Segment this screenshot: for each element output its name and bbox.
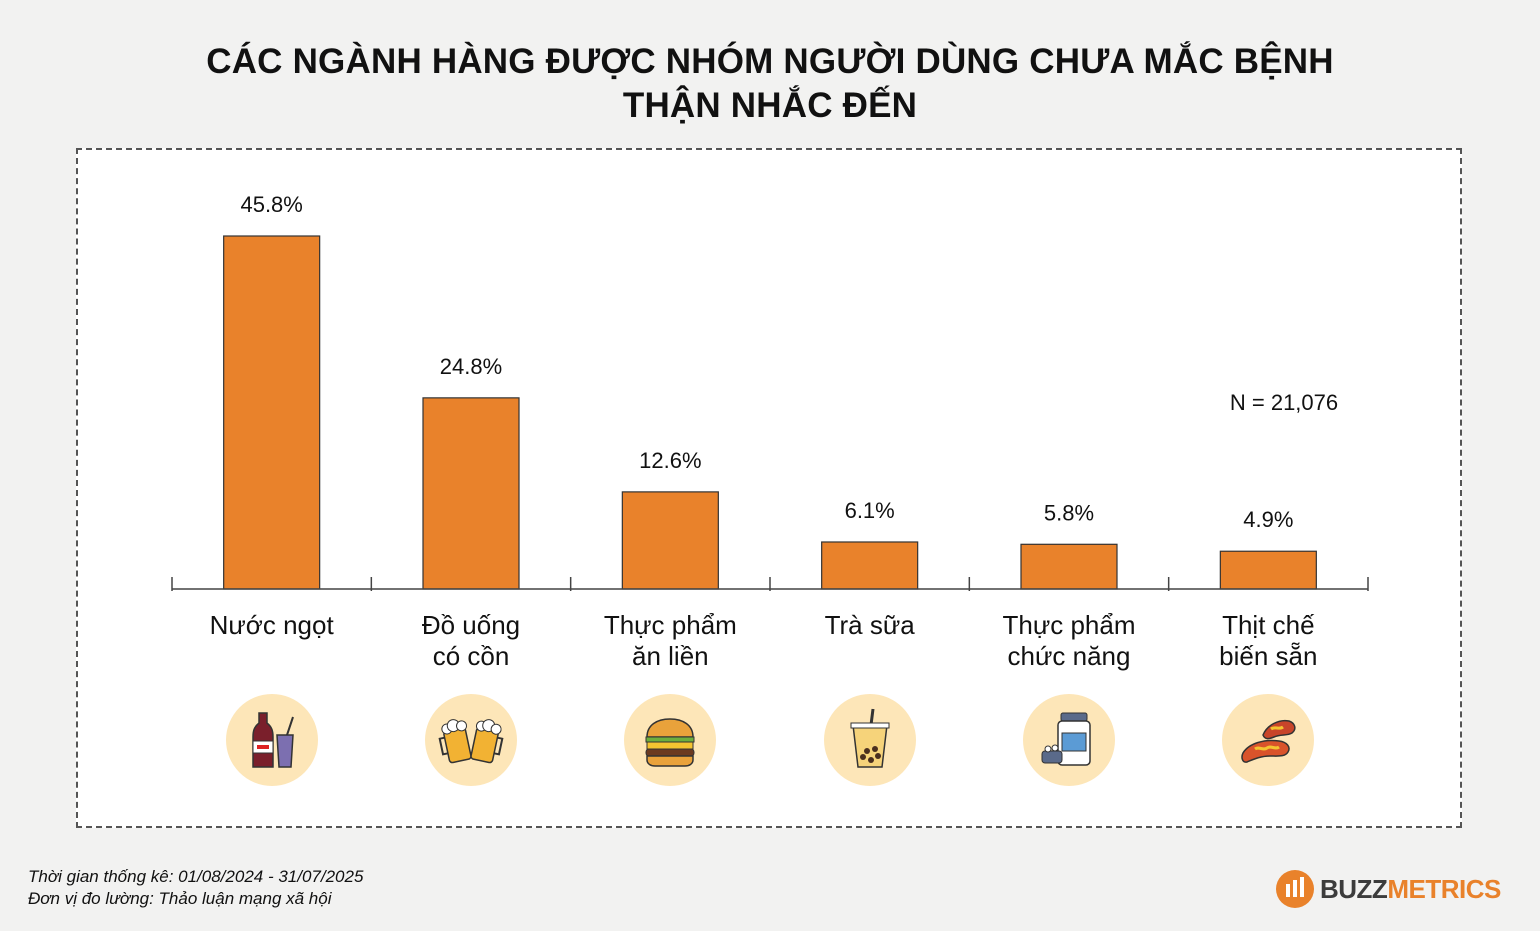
data-label-2: 12.6% — [639, 448, 701, 473]
footer-unit: Đơn vị đo lường: Thảo luận mạng xã hội — [28, 889, 332, 908]
bar-2 — [621, 491, 719, 590]
bubble-tea-icon — [823, 694, 916, 786]
beer-mugs-icon — [425, 694, 517, 786]
x-tick-label-0: Nước ngọt — [209, 610, 334, 640]
bar-5 — [1219, 550, 1317, 590]
data-label-1: 24.8% — [440, 354, 502, 379]
soda-bottle-icon — [225, 694, 318, 786]
brand-mark-icon — [1276, 870, 1314, 908]
x-tick-label-3: Trà sữa — [824, 610, 915, 640]
footer-period: Thời gian thống kê: 01/08/2024 - 31/07/2… — [28, 867, 364, 886]
x-tick-label-1: Đồ uống có cồn — [421, 610, 521, 671]
data-label-5: 4.9% — [1243, 507, 1293, 532]
sausage-icon — [1222, 694, 1315, 786]
sample-size-note: N = 21,076 — [1229, 390, 1339, 415]
data-label-0: 45.8% — [240, 192, 302, 217]
data-label-4: 5.8% — [1044, 500, 1094, 525]
brand-name-part1: BUZZ — [1320, 873, 1388, 904]
x-tick-label-2: Thực phẩm ăn liền — [603, 610, 737, 671]
bar-0 — [223, 235, 321, 590]
data-label-3: 6.1% — [845, 498, 895, 523]
x-tick-label-4: Thực phẩm chức năng — [1002, 610, 1136, 671]
x-tick-label-5: Thịt chế biến sẵn — [1219, 610, 1318, 671]
bar-1 — [422, 397, 520, 590]
title-line-2: THẬN NHẮC ĐẾN — [622, 86, 918, 125]
bar-4 — [1020, 543, 1118, 590]
bar-3 — [821, 541, 919, 590]
footer-notes: Thời gian thống kê: 01/08/2024 - 31/07/2… — [28, 866, 363, 910]
chart-title: CÁC NGÀNH HÀNG ĐƯỢC NHÓM NGƯỜI DÙNG CHƯA… — [0, 40, 1540, 128]
brand-name: BUZZMETRICS — [1320, 874, 1501, 905]
brand-name-part2: METRICS — [1387, 873, 1501, 904]
supplement-jar-icon — [1023, 694, 1115, 786]
brand-logo: BUZZMETRICS — [1276, 868, 1501, 910]
title-line-1: CÁC NGÀNH HÀNG ĐƯỢC NHÓM NGƯỜI DÙNG CHƯA… — [206, 42, 1334, 81]
burger-icon — [624, 694, 717, 786]
